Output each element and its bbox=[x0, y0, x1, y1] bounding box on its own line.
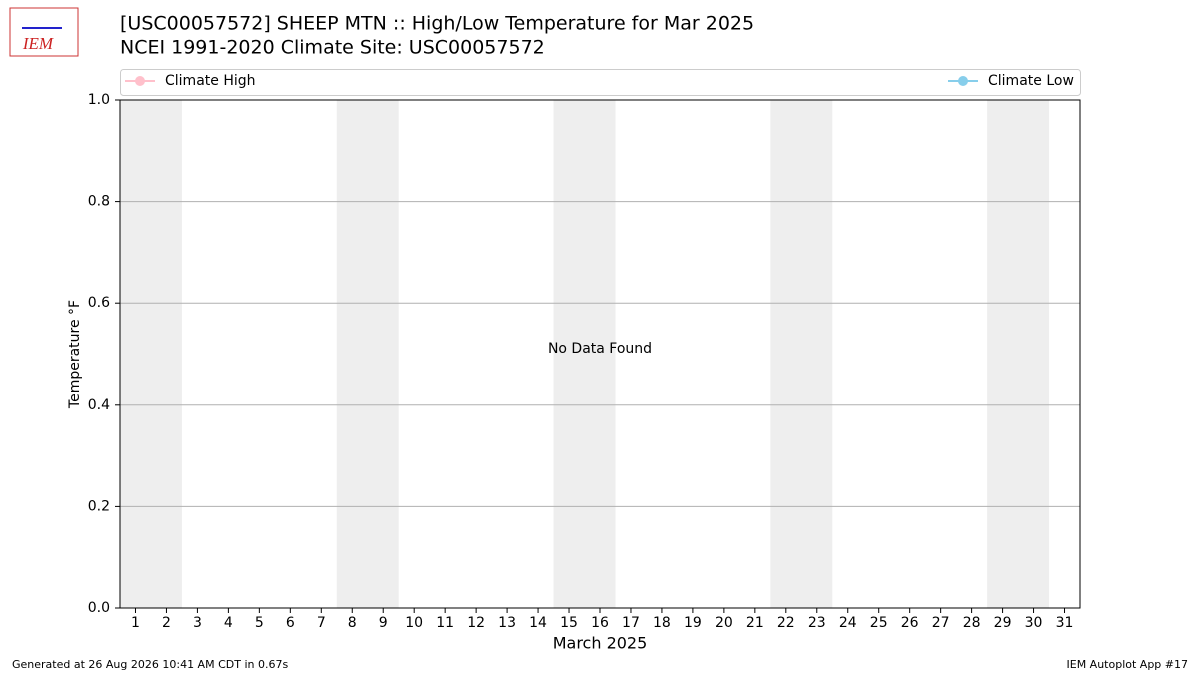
x-tick-label: 12 bbox=[467, 615, 485, 631]
x-tick-label: 31 bbox=[1056, 615, 1074, 631]
x-tick-label: 20 bbox=[715, 615, 733, 631]
shaded-span bbox=[553, 100, 616, 608]
x-tick-label: 22 bbox=[777, 615, 795, 631]
x-tick-label: 1 bbox=[131, 615, 140, 631]
x-tick-label: 11 bbox=[436, 615, 454, 631]
shaded-span bbox=[336, 100, 399, 608]
y-axis-label: Temperature °F bbox=[67, 300, 83, 409]
x-tick-label: 24 bbox=[839, 615, 857, 631]
legend-label: Climate Low bbox=[988, 73, 1074, 89]
y-tick-label: 0.6 bbox=[88, 295, 110, 311]
logo: IEM bbox=[22, 34, 54, 53]
x-tick-label: 16 bbox=[591, 615, 609, 631]
x-tick-label: 5 bbox=[255, 615, 264, 631]
shaded-span bbox=[770, 100, 833, 608]
x-axis-label: March 2025 bbox=[553, 634, 648, 653]
legend-marker bbox=[958, 76, 968, 86]
chart-title: [USC00057572] SHEEP MTN :: High/Low Temp… bbox=[120, 13, 754, 35]
x-tick-label: 3 bbox=[193, 615, 202, 631]
chart-subtitle: NCEI 1991-2020 Climate Site: USC00057572 bbox=[120, 37, 545, 59]
y-tick-label: 0.4 bbox=[88, 397, 110, 413]
x-tick-label: 15 bbox=[560, 615, 578, 631]
plot-frame bbox=[119, 99, 1081, 609]
x-tick-label: 7 bbox=[317, 615, 326, 631]
x-tick-label: 18 bbox=[653, 615, 671, 631]
legend-label: Climate High bbox=[165, 73, 256, 89]
shaded-span bbox=[987, 100, 1050, 608]
x-tick-label: 28 bbox=[963, 615, 981, 631]
annotation: No Data Found bbox=[548, 341, 652, 357]
x-tick-label: 26 bbox=[901, 615, 919, 631]
x-tick-label: 21 bbox=[746, 615, 764, 631]
x-tick-label: 6 bbox=[286, 615, 295, 631]
x-tick-label: 13 bbox=[498, 615, 516, 631]
x-tick-label: 30 bbox=[1025, 615, 1043, 631]
legend bbox=[120, 69, 1081, 96]
x-tick-label: 10 bbox=[405, 615, 423, 631]
footer-left: Generated at 26 Aug 2026 10:41 AM CDT in… bbox=[12, 658, 288, 671]
x-tick-label: 19 bbox=[684, 615, 702, 631]
y-tick-label: 0.2 bbox=[88, 498, 110, 514]
x-tick-label: 14 bbox=[529, 615, 547, 631]
y-tick-label: 0.0 bbox=[88, 600, 110, 616]
x-tick-label: 17 bbox=[622, 615, 640, 631]
x-tick-label: 4 bbox=[224, 615, 233, 631]
x-tick-label: 2 bbox=[162, 615, 171, 631]
x-tick-label: 27 bbox=[932, 615, 950, 631]
x-tick-label: 29 bbox=[994, 615, 1012, 631]
x-tick-label: 8 bbox=[348, 615, 357, 631]
legend-marker bbox=[135, 76, 145, 86]
y-tick-label: 0.8 bbox=[88, 194, 110, 210]
y-tick-label: 1.0 bbox=[88, 92, 110, 108]
x-tick-label: 9 bbox=[379, 615, 388, 631]
x-tick-label: 23 bbox=[808, 615, 826, 631]
x-tick-label: 25 bbox=[870, 615, 888, 631]
shaded-span bbox=[120, 100, 182, 608]
footer-right: IEM Autoplot App #17 bbox=[1067, 658, 1189, 671]
logo-outline bbox=[9, 7, 79, 57]
